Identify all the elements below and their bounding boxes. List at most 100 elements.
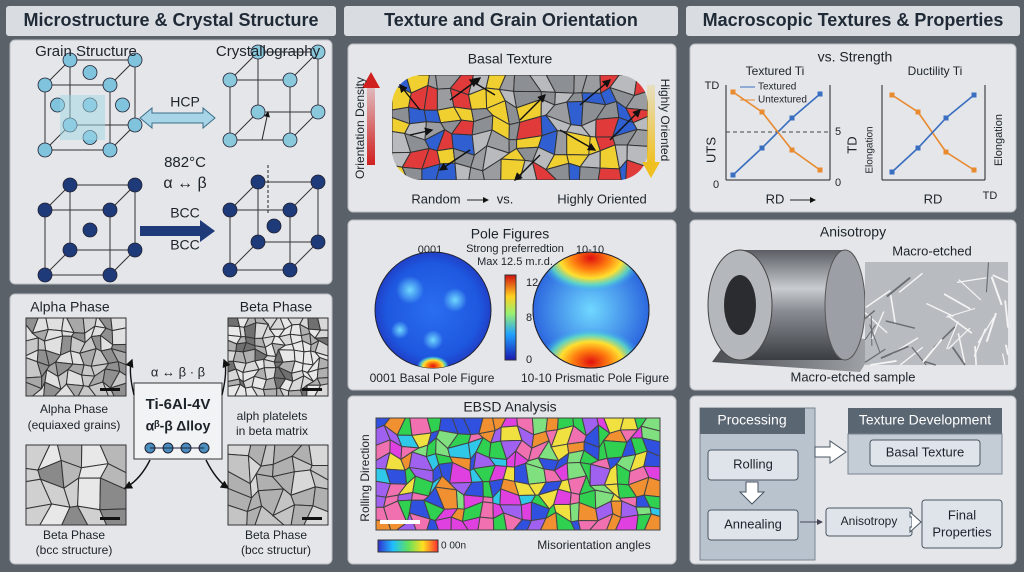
- grain: [262, 388, 278, 397]
- label: (bcc structure): [36, 543, 113, 557]
- label: Pole Figures: [471, 226, 550, 242]
- label: Rolling Direction: [358, 434, 372, 521]
- orientation-arrow: [559, 129, 597, 151]
- etch-line: [1004, 344, 1009, 355]
- atom: [62, 242, 78, 258]
- label: αᵝ-β Δlloy: [146, 418, 211, 434]
- label: 5: [835, 126, 841, 138]
- label: 0: [835, 177, 841, 189]
- panel: [689, 43, 1017, 213]
- header-bar: [686, 6, 1020, 36]
- label: 0: [713, 179, 719, 191]
- label: EBSD Analysis: [463, 399, 556, 415]
- label: Anisotropy: [820, 224, 886, 240]
- cube-back: [69, 184, 136, 251]
- density-head: [362, 72, 380, 88]
- grain: [308, 444, 329, 466]
- scale-bar: [380, 520, 420, 524]
- atom: [102, 267, 118, 283]
- pole-hot: [539, 252, 643, 292]
- atom: [282, 262, 298, 278]
- grain: [545, 417, 559, 432]
- label: vs.: [497, 191, 514, 206]
- etch-line: [864, 310, 876, 320]
- trend-line: [732, 93, 821, 176]
- label: Final: [948, 507, 976, 522]
- grain: [454, 162, 472, 180]
- etch-line: [951, 346, 966, 366]
- cube-front: [229, 209, 291, 271]
- etch-line: [957, 333, 966, 363]
- grain: [597, 167, 622, 180]
- label: 882°C: [164, 154, 206, 171]
- atom: [127, 242, 143, 258]
- grain: [578, 166, 601, 180]
- orientation-arrow: [609, 109, 641, 141]
- trend-line: [732, 91, 821, 171]
- trend-point: [789, 147, 795, 153]
- label: 12: [526, 277, 538, 289]
- density-arrow: [367, 85, 375, 165]
- cube-back: [257, 181, 319, 243]
- label: BCC: [170, 237, 200, 253]
- etch-line: [922, 338, 943, 363]
- orientation-arrow: [468, 79, 496, 96]
- label: Highly Oriented: [658, 79, 672, 162]
- label: in beta matrix: [236, 424, 308, 438]
- label: alph platelets: [237, 409, 308, 423]
- colorbar: [504, 274, 517, 361]
- atom: [102, 77, 118, 93]
- phase-arrow: [221, 358, 231, 396]
- atom: [82, 222, 98, 238]
- label: Beta Phase: [240, 299, 313, 315]
- label: Microstructure & Crystal Structure: [23, 10, 318, 30]
- atom: [37, 77, 53, 93]
- label: Texture and Grain Orientation: [384, 10, 638, 30]
- atom: [37, 142, 53, 158]
- grain: [468, 166, 486, 180]
- misorientation-bar: [377, 539, 439, 553]
- grain: [421, 163, 441, 180]
- flow-header: [700, 408, 805, 434]
- label: RD: [766, 191, 785, 206]
- etch-line: [946, 321, 959, 350]
- atom: [222, 132, 238, 148]
- atom: [222, 72, 238, 88]
- trend-point: [971, 167, 977, 173]
- etch-line: [886, 276, 911, 298]
- atom: [127, 117, 143, 133]
- micro-scale: [302, 388, 322, 391]
- etch-line: [889, 294, 897, 325]
- grain-map: [392, 75, 648, 180]
- etch-line: [926, 302, 954, 317]
- label: Basal Texture: [468, 51, 553, 67]
- etch-line: [871, 311, 885, 340]
- trend-point: [915, 145, 921, 151]
- flow-arrow: [909, 510, 922, 534]
- atom: [82, 65, 98, 80]
- trend-point: [817, 167, 823, 173]
- label: Orientation Density: [353, 77, 367, 179]
- grain: [632, 115, 648, 132]
- trend-point: [889, 169, 895, 175]
- atom: [250, 104, 266, 120]
- cube-front: [44, 84, 111, 151]
- grain: [618, 158, 628, 180]
- label: (equiaxed grains): [28, 418, 121, 432]
- grain-map: [25, 317, 127, 397]
- micro-scale: [100, 517, 120, 520]
- etch-line: [992, 274, 1009, 283]
- trend-point: [915, 109, 921, 115]
- atom: [102, 202, 118, 218]
- label: 0 00n: [441, 541, 466, 552]
- label: 0: [526, 354, 532, 366]
- grain: [316, 367, 329, 379]
- grain-map: [25, 444, 127, 526]
- label: Macroscopic Textures & Properties: [703, 10, 1004, 30]
- etch-line: [958, 279, 982, 301]
- flow-arrow: [738, 481, 766, 505]
- flow-box: [707, 509, 799, 541]
- atom: [37, 267, 53, 283]
- etch-line: [864, 324, 877, 341]
